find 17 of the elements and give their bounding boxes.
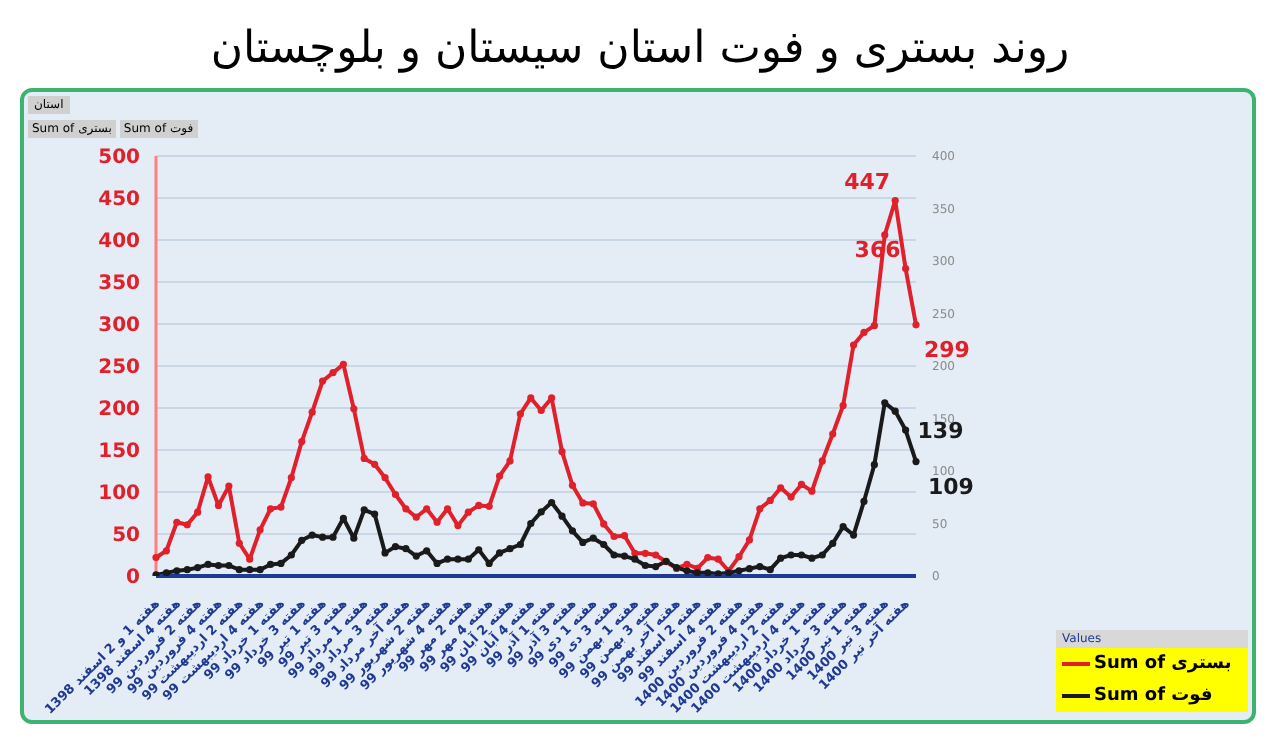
y-tick-label: 450 <box>98 189 141 212</box>
y-tick-label: 0 <box>126 567 141 590</box>
y-tick-label: 250 <box>98 357 141 380</box>
data-label: 109 <box>928 473 974 500</box>
y-tick-label: 100 <box>98 483 141 506</box>
data-label: 447 <box>844 168 891 195</box>
y-tick-label: 350 <box>98 273 141 296</box>
y-tick-label: 200 <box>98 399 141 422</box>
y-tick-label: 150 <box>98 441 141 464</box>
y-tick-label: 50 <box>112 525 141 548</box>
chart-title: روند بستری و فوت استان سیستان و بلوچستان <box>208 22 1072 78</box>
y-tick-label: 400 <box>98 231 141 254</box>
y-tick-label: 300 <box>98 315 141 338</box>
legend-label: Sum of بستری <box>1094 654 1232 674</box>
data-label: 299 <box>924 336 970 363</box>
legend-label: Sum of فوت <box>1094 686 1213 706</box>
y-tick-label: 500 <box>98 147 141 170</box>
